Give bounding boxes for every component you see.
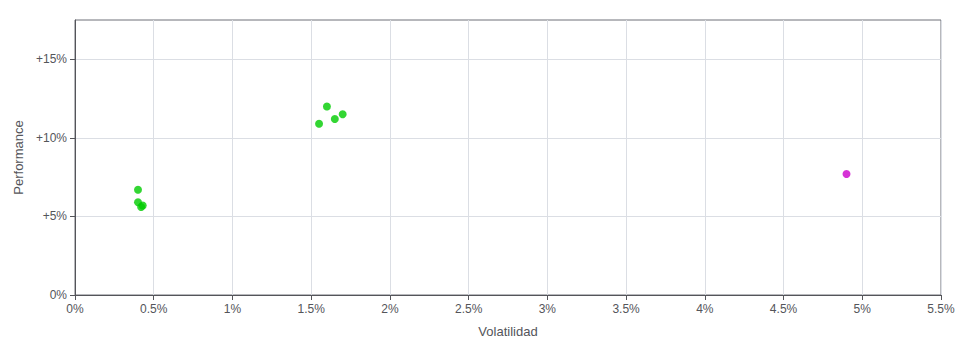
- svg-text:1%: 1%: [224, 302, 242, 316]
- svg-text:Performance: Performance: [11, 120, 26, 194]
- svg-text:5%: 5%: [854, 302, 872, 316]
- svg-text:2%: 2%: [381, 302, 399, 316]
- svg-text:1.5%: 1.5%: [298, 302, 326, 316]
- svg-text:+5%: +5%: [43, 209, 68, 223]
- svg-text:0%: 0%: [50, 288, 68, 302]
- svg-text:4.5%: 4.5%: [770, 302, 798, 316]
- svg-text:4%: 4%: [696, 302, 714, 316]
- svg-text:Volatilidad: Volatilidad: [478, 324, 537, 339]
- svg-text:0.5%: 0.5%: [140, 302, 168, 316]
- svg-text:3%: 3%: [539, 302, 557, 316]
- svg-text:5.5%: 5.5%: [927, 302, 955, 316]
- svg-text:0%: 0%: [66, 302, 84, 316]
- svg-text:+10%: +10%: [36, 131, 67, 145]
- svg-text:2.5%: 2.5%: [455, 302, 483, 316]
- svg-text:+15%: +15%: [36, 52, 67, 66]
- svg-text:3.5%: 3.5%: [612, 302, 640, 316]
